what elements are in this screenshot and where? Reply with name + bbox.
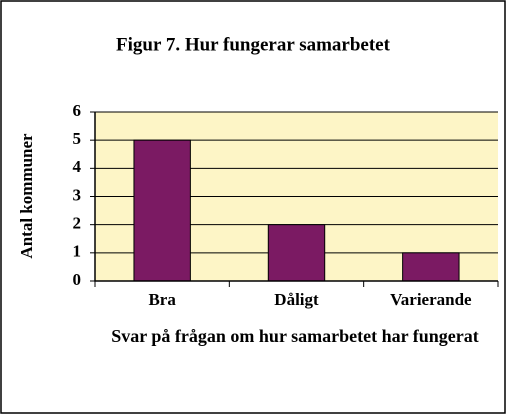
x-tick-label: Dåligt [274, 290, 319, 309]
bar [133, 139, 191, 282]
y-tick-label: 2 [73, 214, 82, 233]
y-tick-label: 1 [73, 242, 82, 261]
x-tick-label: Varierande [390, 290, 472, 309]
y-tick-label: 5 [73, 129, 82, 148]
y-tick-label: 3 [73, 185, 82, 204]
chart-title: Figur 7. Hur fungerar samarbetet [116, 34, 391, 55]
y-tick-label: 4 [73, 157, 82, 176]
x-axis-title: Svar på frågan om hur samarbetet har fun… [111, 326, 479, 346]
x-tick-label: Bra [148, 290, 176, 309]
y-tick-label: 0 [73, 270, 82, 289]
axes [94, 112, 498, 282]
y-tick-label: 6 [73, 101, 82, 120]
bar [402, 252, 460, 282]
y-axis-title: Antal kommuner [17, 133, 36, 259]
bar [267, 224, 326, 282]
